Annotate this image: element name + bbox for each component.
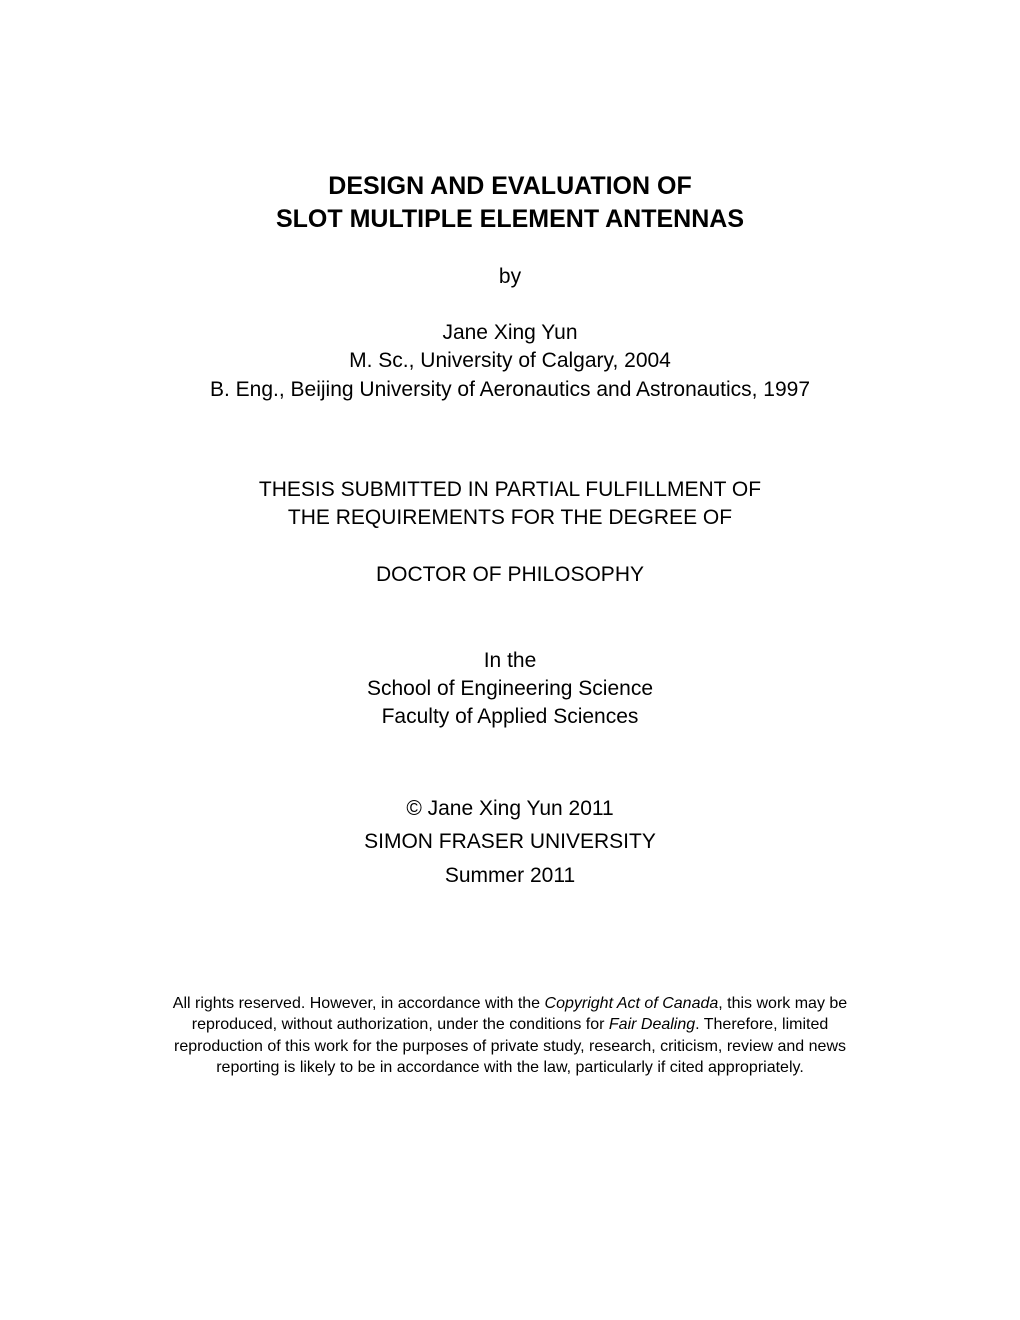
thesis-statement: THESIS SUBMITTED IN PARTIAL FULFILLMENT …	[140, 476, 880, 533]
thesis-line-1: THESIS SUBMITTED IN PARTIAL FULFILLMENT …	[140, 476, 880, 504]
school-block: In the School of Engineering Science Fac…	[140, 647, 880, 732]
copyright-block: © Jane Xing Yun 2011 SIMON FRASER UNIVER…	[140, 792, 880, 893]
rights-statement: All rights reserved. However, in accorda…	[140, 993, 880, 1079]
degree-label: DOCTOR OF PHILOSOPHY	[140, 563, 880, 587]
rights-italic-1: Copyright Act of Canada	[545, 995, 719, 1012]
copyright-line-2: SIMON FRASER UNIVERSITY	[140, 825, 880, 859]
school-line-1: In the	[140, 647, 880, 675]
author-block: Jane Xing Yun M. Sc., University of Calg…	[140, 319, 880, 404]
author-credential-2: B. Eng., Beijing University of Aeronauti…	[140, 376, 880, 404]
copyright-line-1: © Jane Xing Yun 2011	[140, 792, 880, 826]
title-line-1: DESIGN AND EVALUATION OF	[140, 170, 880, 203]
thesis-line-2: THE REQUIREMENTS FOR THE DEGREE OF	[140, 504, 880, 532]
school-line-3: Faculty of Applied Sciences	[140, 703, 880, 731]
author-name: Jane Xing Yun	[140, 319, 880, 347]
by-label: by	[140, 265, 880, 289]
rights-part-1: All rights reserved. However, in accorda…	[173, 995, 545, 1012]
title-line-2: SLOT MULTIPLE ELEMENT ANTENNAS	[140, 203, 880, 236]
author-credential-1: M. Sc., University of Calgary, 2004	[140, 347, 880, 375]
thesis-title: DESIGN AND EVALUATION OF SLOT MULTIPLE E…	[140, 170, 880, 235]
copyright-line-3: Summer 2011	[140, 859, 880, 893]
school-line-2: School of Engineering Science	[140, 675, 880, 703]
rights-italic-2: Fair Dealing	[609, 1016, 695, 1033]
